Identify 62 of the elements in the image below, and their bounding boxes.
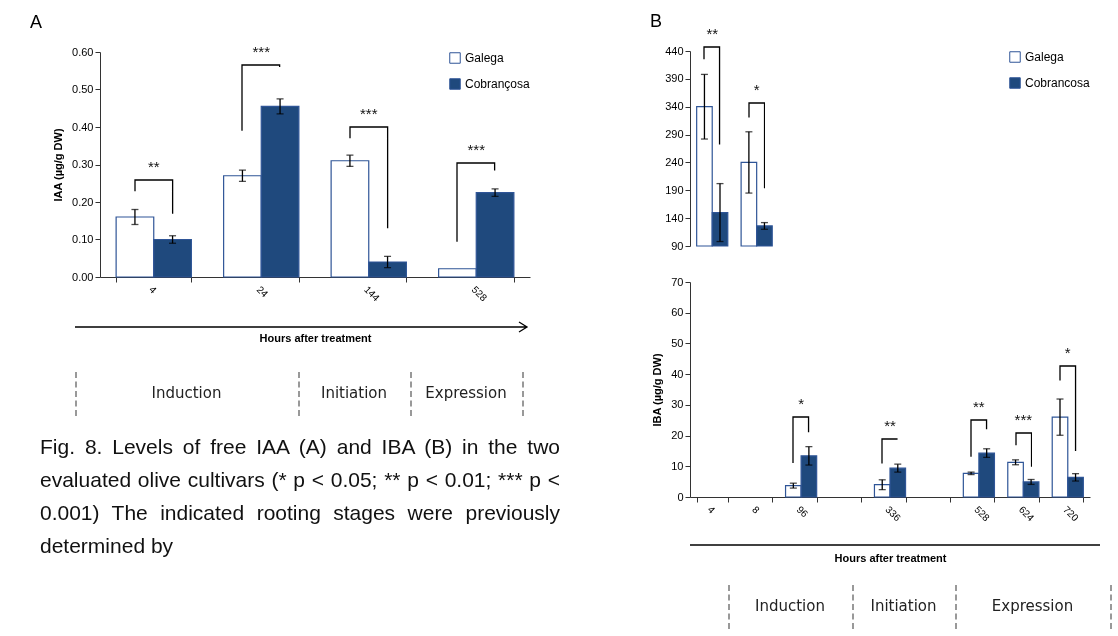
text: Induction: [150, 384, 223, 402]
y-tick-label: 30: [671, 398, 684, 411]
y-tick-label: 290: [665, 128, 684, 141]
y-tick-label: 0: [677, 490, 684, 503]
text: **: [706, 25, 719, 43]
y-tick-label: 50: [671, 336, 684, 349]
annotation: ***: [467, 140, 486, 158]
y-tick-label: 340: [665, 100, 684, 113]
x-tick-label: 528: [469, 283, 490, 304]
text: Initiation: [869, 597, 938, 615]
caption: Fig. 8. Levels of free IAA (A) and IBA (B) in the two evaluated olive cultivars (* p < 0.05; ** p < 0.01; *** p < 0.001) The indicated rooting stages were previously determined by: [40, 434, 560, 559]
y-tick-label: 240: [665, 155, 684, 168]
annotation: ***: [252, 43, 271, 61]
y-tick-label: 90: [671, 239, 684, 252]
y-tick-label: 70: [671, 275, 684, 288]
y-tick-label: 10: [671, 459, 684, 472]
y-tick-label: 0.10: [72, 233, 94, 245]
x-tick-label: 720: [1061, 503, 1082, 524]
annotation: **: [884, 416, 896, 434]
legend-label: Cobrancosa: [1025, 76, 1091, 90]
x-tick-label: 624: [1016, 503, 1037, 524]
annotation: **: [973, 398, 985, 416]
chart-title: A: [30, 12, 43, 32]
x-tick-label: 96: [794, 503, 811, 520]
x-tick-label: 4: [705, 503, 718, 516]
text: Initiation: [319, 384, 389, 402]
text: Expression: [424, 384, 508, 402]
y-tick-label: 0.50: [72, 83, 94, 95]
y-tick-label: 0.30: [72, 158, 94, 170]
y-tick-label: 0.40: [72, 120, 94, 133]
x-axis-title: Hours after treatment: [259, 332, 372, 345]
annotation: *: [798, 395, 805, 413]
chart-title: B: [650, 11, 663, 31]
y-axis-title: IBA (µg/g DW): [651, 353, 664, 427]
legend-label: Cobrançosa: [465, 77, 531, 91]
x-tick-label: 144: [362, 283, 383, 304]
legend-label: Galega: [1025, 50, 1065, 64]
y-tick-label: 0.20: [72, 195, 94, 208]
annotation: *: [1064, 343, 1071, 361]
x-axis-title: Hours after treatment: [834, 552, 947, 565]
y-tick-label: 40: [671, 367, 684, 380]
x-tick-label: 8: [750, 503, 763, 516]
y-tick-label: 390: [665, 72, 684, 85]
annotation: *: [753, 81, 760, 99]
annotation: ***: [359, 105, 378, 122]
x-tick-label: 336: [883, 503, 904, 524]
y-tick-label: 140: [665, 211, 684, 224]
y-tick-label: 20: [671, 429, 684, 442]
x-tick-label: 528: [972, 503, 993, 524]
y-axis-title: IAA (µg/g DW): [52, 128, 65, 202]
y-tick-label: 440: [665, 44, 684, 57]
y-tick-label: 60: [671, 306, 684, 319]
annotation: ***: [1014, 410, 1033, 428]
y-tick-label: 0.60: [72, 45, 94, 58]
x-tick-label: 4: [147, 283, 160, 296]
text: Induction: [754, 597, 826, 615]
annotation: **: [147, 157, 160, 175]
y-tick-label: 0.00: [72, 270, 94, 283]
x-tick-label: 24: [254, 283, 271, 300]
y-tick-label: 190: [665, 183, 684, 196]
text: Expression: [990, 597, 1075, 615]
legend-label: Galega: [465, 51, 505, 65]
